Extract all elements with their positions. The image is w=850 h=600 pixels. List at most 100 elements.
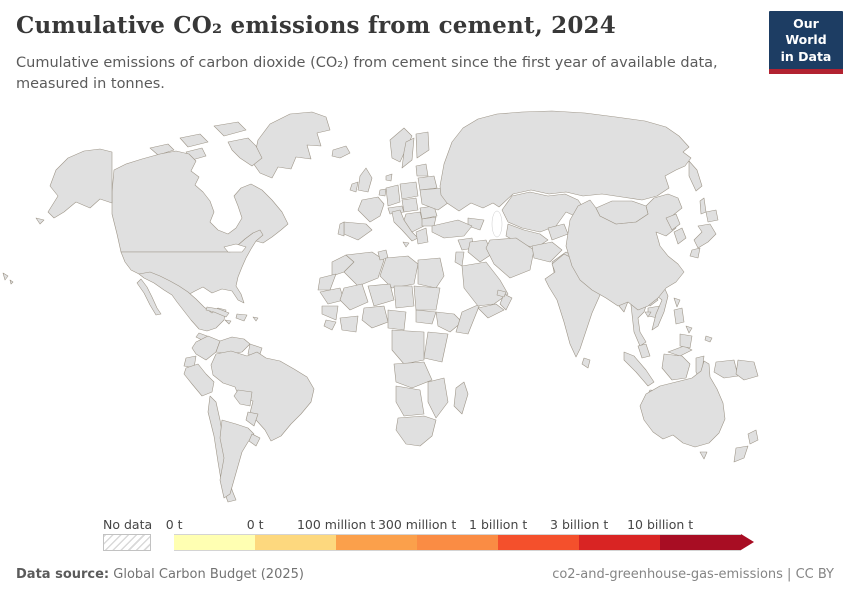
region-mozambique-zimbabwe[interactable] [427, 377, 449, 419]
country-south-korea[interactable] [673, 227, 687, 245]
country-canadian-arctic[interactable] [149, 121, 263, 167]
country-malaysia[interactable] [637, 343, 693, 359]
country-niger[interactable] [367, 283, 395, 307]
country-iceland[interactable] [331, 145, 351, 159]
country-argentina[interactable] [219, 419, 255, 499]
country-uk[interactable] [357, 167, 373, 193]
region-czech-hungary[interactable] [401, 197, 419, 213]
country-oman[interactable] [499, 293, 513, 311]
country-canada[interactable] [111, 150, 289, 253]
country-western-sahara[interactable] [317, 273, 337, 291]
country-uae[interactable] [496, 289, 507, 298]
country-drc[interactable] [391, 329, 425, 365]
country-algeria[interactable] [343, 251, 385, 287]
region-baltics[interactable] [415, 163, 429, 177]
country-somalia[interactable] [455, 303, 481, 335]
country-poland[interactable] [399, 181, 419, 200]
country-chad[interactable] [393, 285, 415, 309]
region-namibia-botswana[interactable] [395, 385, 425, 417]
legend-swatch-bin-3[interactable] [336, 534, 418, 551]
region-angola-zambia[interactable] [393, 361, 433, 389]
country-philippines[interactable] [673, 307, 693, 349]
country-france[interactable] [357, 196, 385, 223]
country-paraguay[interactable] [245, 411, 259, 427]
country-mauritania[interactable] [319, 287, 345, 305]
country-venezuela[interactable] [215, 336, 251, 355]
country-taiwan[interactable] [673, 297, 681, 308]
chart-subtitle: Cumulative emissions of carbon dioxide (… [16, 55, 718, 93]
country-japan[interactable] [689, 209, 719, 259]
legend-swatch-bin-2[interactable] [255, 534, 337, 551]
country-greece[interactable] [415, 227, 429, 245]
country-greenland[interactable] [252, 111, 331, 179]
country-china[interactable] [565, 193, 685, 318]
country-peru[interactable] [183, 363, 215, 397]
legend-color-bar [174, 534, 755, 551]
region-senegal-guinea[interactable] [321, 305, 339, 321]
country-sweden[interactable] [401, 137, 415, 169]
country-denmark[interactable] [385, 173, 393, 182]
chart-footer: Data source: Global Carbon Budget (2025)… [0, 567, 850, 582]
legend-swatch-bin-6[interactable] [579, 534, 661, 551]
country-hispaniola[interactable] [235, 313, 248, 322]
legend-swatch-bin-5[interactable] [498, 534, 580, 551]
country-finland[interactable] [415, 131, 430, 159]
country-uruguay[interactable] [248, 433, 261, 447]
region-israel-jordan[interactable] [454, 251, 465, 267]
country-cuba[interactable] [205, 306, 230, 318]
country-iraq[interactable] [467, 239, 493, 263]
attribution-link[interactable]: co2-and-greenhouse-gas-emissions | CC BY [552, 567, 834, 582]
country-nigeria[interactable] [361, 305, 389, 329]
region-kenya-tanzania[interactable] [423, 331, 449, 363]
country-portugal[interactable] [337, 221, 345, 237]
country-turkey[interactable] [431, 219, 473, 239]
legend-swatch-bin-4[interactable] [417, 534, 499, 551]
country-saudi-arabia[interactable] [461, 261, 509, 307]
country-australia[interactable] [639, 360, 726, 460]
region-cameroon-car[interactable] [387, 309, 407, 331]
country-spain[interactable] [343, 221, 373, 241]
country-kazakhstan[interactable] [501, 191, 586, 233]
country-south-sudan[interactable] [415, 309, 437, 325]
country-colombia[interactable] [191, 335, 221, 361]
region-balkans[interactable] [403, 211, 425, 233]
country-bolivia[interactable] [233, 389, 253, 407]
region-sierra-leone-liberia[interactable] [323, 319, 337, 331]
country-egypt[interactable] [417, 257, 445, 289]
region-caucasus[interactable] [467, 217, 485, 231]
country-iran[interactable] [485, 237, 535, 279]
country-jamaica[interactable] [224, 319, 232, 325]
country-libya[interactable] [379, 255, 419, 289]
country-south-africa[interactable] [395, 415, 437, 447]
legend-tick-labels: 0 t 0 t 100 million t 300 million t 1 bi… [166, 517, 741, 533]
legend-swatch-bin-1[interactable] [174, 534, 256, 551]
country-mexico[interactable] [136, 271, 227, 332]
country-north-korea[interactable] [665, 213, 681, 231]
country-yemen[interactable] [477, 303, 505, 319]
country-united-states[interactable] [2, 148, 264, 304]
owid-logo[interactable]: Our World in Data [769, 11, 843, 74]
country-new-zealand[interactable] [733, 429, 759, 463]
country-fiji[interactable] [704, 335, 713, 343]
map-legend: No data 0 t 0 t 100 million t 300 millio… [103, 517, 755, 551]
region-benelux[interactable] [378, 188, 387, 197]
country-puerto-rico[interactable] [252, 316, 259, 322]
region-ivory-coast-ghana[interactable] [339, 315, 359, 333]
country-madagascar[interactable] [453, 381, 469, 415]
country-belarus[interactable] [417, 175, 438, 191]
world-choropleth-map [2, 110, 759, 503]
country-germany[interactable] [385, 184, 401, 207]
country-ireland[interactable] [349, 181, 359, 193]
country-afghanistan[interactable] [531, 241, 563, 263]
owid-logo-text: Our World in Data [769, 11, 843, 69]
country-sudan[interactable] [413, 285, 441, 311]
legend-swatch-bin-7[interactable] [660, 534, 742, 551]
country-sri-lanka[interactable] [581, 357, 591, 369]
country-mali[interactable] [339, 283, 369, 311]
country-ethiopia[interactable] [435, 311, 463, 333]
no-data-swatch[interactable] [103, 534, 151, 551]
legend-arrow-icon [741, 534, 755, 550]
country-brazil[interactable] [210, 350, 315, 442]
country-papua-new-guinea[interactable] [735, 359, 759, 381]
country-mongolia[interactable] [595, 200, 649, 225]
